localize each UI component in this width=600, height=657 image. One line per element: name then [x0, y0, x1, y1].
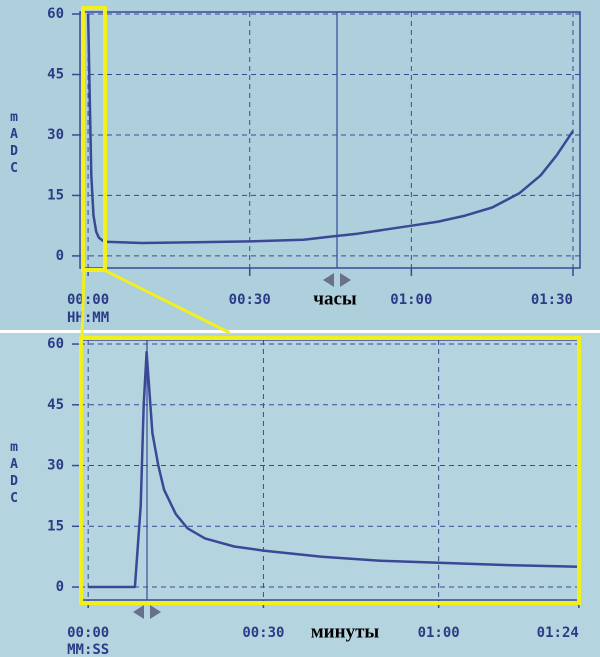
- highlight-box: [79, 336, 581, 605]
- x-tick-label: 01:00: [390, 292, 432, 308]
- cursor-marker: [150, 605, 161, 619]
- annotation: минуты: [311, 621, 380, 642]
- plot-frame: [79, 11, 581, 269]
- x-tick-label: 01:24: [537, 625, 579, 641]
- y-tick-label: 15: [47, 518, 64, 534]
- x-unit-label: MM:SS: [67, 642, 109, 657]
- highlight-box: [81, 6, 107, 272]
- y-axis-label: mADC: [7, 110, 22, 178]
- y-tick-label: 30: [47, 127, 64, 143]
- y-tick-label: 0: [56, 579, 64, 595]
- cursor-marker: [133, 605, 144, 619]
- y-axis-label: mADC: [7, 440, 22, 508]
- x-tick-label: 01:00: [418, 625, 460, 641]
- highlight-connector: [80, 269, 86, 339]
- separator: [0, 330, 600, 333]
- y-tick-label: 0: [56, 248, 64, 264]
- y-tick-label: 45: [47, 397, 64, 413]
- y-tick-label: 15: [47, 187, 64, 203]
- y-tick-label: 60: [47, 336, 64, 352]
- y-tick-label: 60: [47, 6, 64, 22]
- x-tick-label: 00:00: [67, 292, 109, 308]
- top-panel: [0, 0, 600, 330]
- cursor-marker: [323, 273, 334, 287]
- bottom-panel: [0, 333, 600, 657]
- data-line: [88, 350, 579, 589]
- x-tick-label: 01:30: [531, 292, 573, 308]
- annotation: часы: [313, 288, 357, 309]
- data-line: [86, 13, 575, 245]
- x-tick-label: 00:00: [67, 625, 109, 641]
- x-tick-label: 00:30: [229, 292, 271, 308]
- x-tick-label: 00:30: [242, 625, 284, 641]
- y-tick-label: 30: [47, 458, 64, 474]
- x-unit-label: HH:MM: [67, 310, 109, 326]
- highlight-connector: [103, 268, 231, 335]
- y-tick-label: 45: [47, 66, 64, 82]
- cursor-marker: [340, 273, 351, 287]
